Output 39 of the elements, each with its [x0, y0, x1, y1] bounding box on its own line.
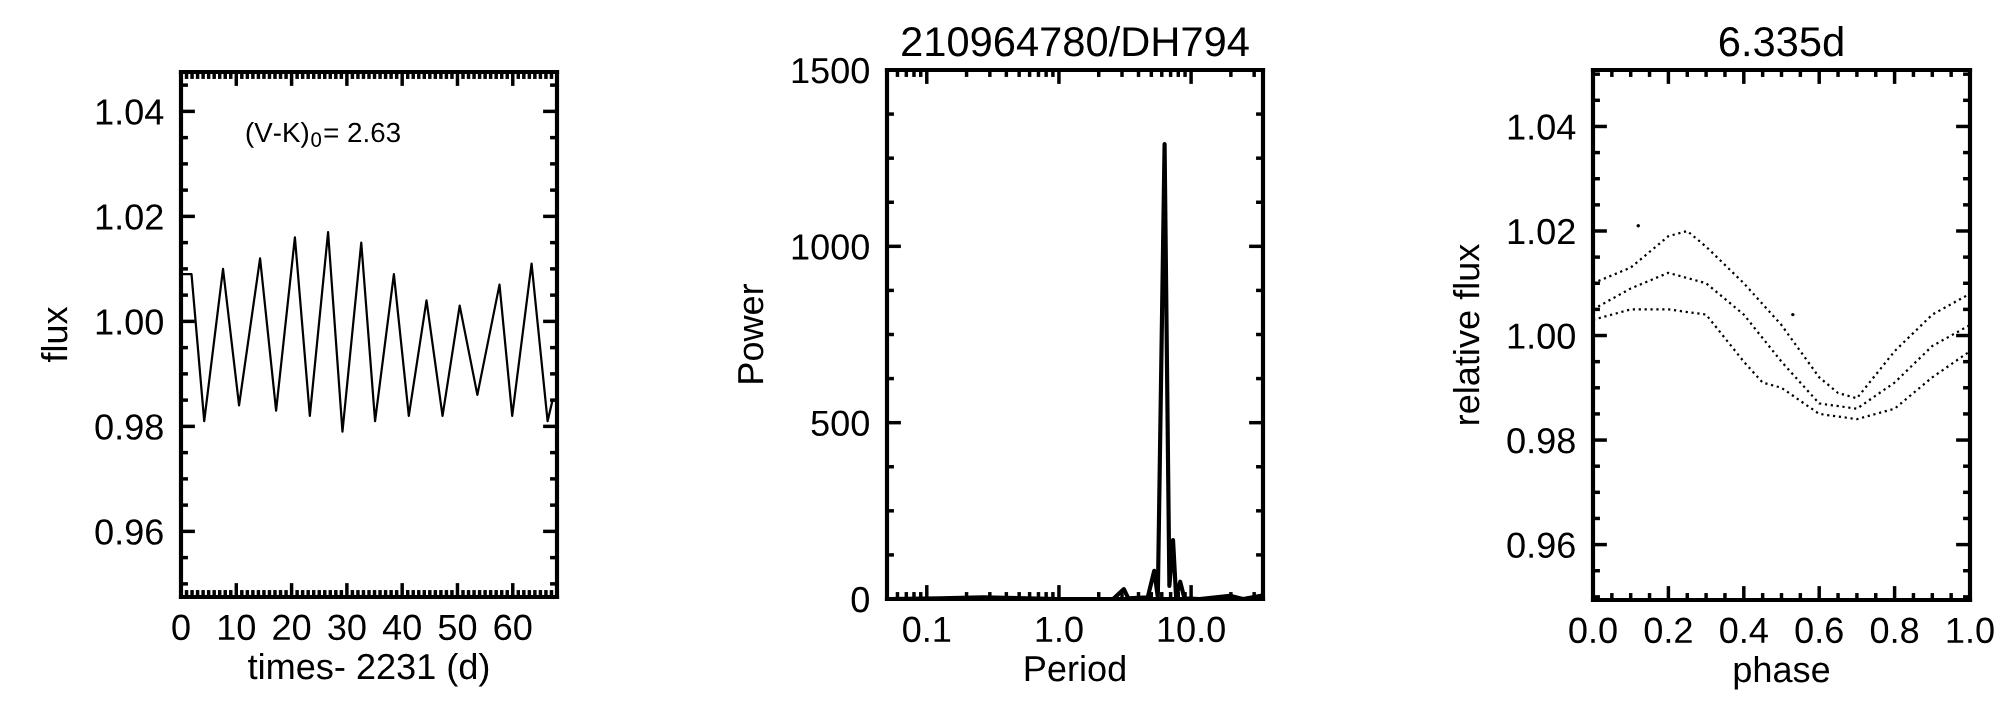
annotation: (V-K)$_{0}$= 2.63 [246, 121, 400, 148]
x-axis-title: times- 2231 (d) [248, 652, 489, 687]
chart-title: 210964780/DH794 [902, 25, 1249, 57]
x-tick-label: 0.4 [1720, 617, 1768, 644]
y-axis-title: flux [40, 306, 68, 363]
x-tick-label: 10.0 [1158, 616, 1225, 643]
x-axis-title: Period [1025, 654, 1125, 682]
x-tick-label: 30 [328, 614, 366, 641]
x-tick-label: 10 [218, 614, 255, 641]
x-tick-label: 60 [494, 614, 532, 641]
y-tick-label: 1500 [792, 57, 869, 84]
y-tick-label: 1.00 [1508, 323, 1575, 349]
x-tick-label: 40 [382, 614, 421, 641]
y-tick-label: 1.02 [96, 204, 163, 230]
y-tick-label: 1.00 [96, 309, 163, 335]
y-tick-label: 500 [811, 410, 869, 437]
y-tick-label: 1000 [792, 234, 869, 260]
x-tick-label: 0.1 [903, 616, 951, 643]
x-tick-label: 20 [273, 614, 311, 641]
chart-title: 6.335d [1719, 25, 1843, 57]
y-tick-label: 0 [851, 586, 869, 613]
x-tick-label: 50 [438, 614, 477, 641]
x-tick-label: 0.2 [1644, 617, 1692, 644]
y-tick-label: 1.04 [1508, 114, 1576, 140]
x-tick-label: 0.8 [1870, 617, 1919, 644]
x-tick-label: 0 [172, 614, 190, 641]
y-tick-label: 0.96 [1507, 532, 1575, 559]
x-tick-label: 1.0 [1036, 616, 1083, 643]
y-tick-label: 0.98 [1507, 427, 1575, 454]
y-axis-title: relative flux [1452, 244, 1480, 424]
y-tick-label: 0.96 [95, 519, 163, 545]
y-tick-label: 1.04 [96, 99, 164, 125]
x-tick-label: 0.6 [1795, 617, 1843, 644]
x-tick-label: 0.0 [1569, 617, 1617, 644]
x-tick-label: 1.0 [1947, 617, 1994, 644]
y-tick-label: 1.02 [1508, 218, 1575, 245]
x-axis-title: phase [1734, 655, 1830, 690]
y-axis-title: Power [738, 283, 764, 383]
y-tick-label: 0.98 [95, 414, 163, 440]
